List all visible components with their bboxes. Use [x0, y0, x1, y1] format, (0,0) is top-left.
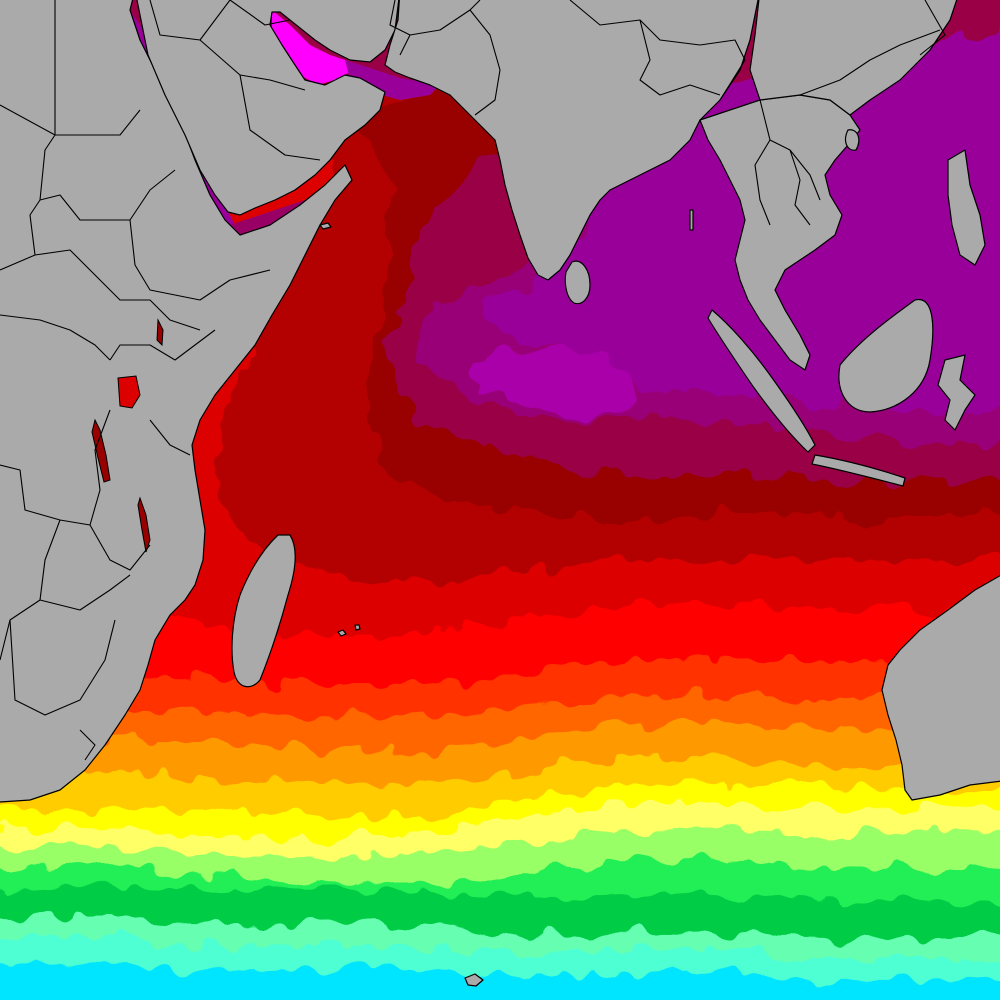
landmass-sulawesi: [937, 354, 976, 431]
border-line: [79, 729, 96, 761]
border-line: [0, 409, 111, 526]
island-reunion: [337, 629, 347, 637]
border-line: [389, 0, 411, 56]
landmass-sumatra: [707, 309, 816, 453]
landmass-east-asia: [749, 0, 958, 116]
landmass-sri-lanka: [564, 260, 591, 305]
landmass-australia: [881, 575, 1000, 801]
landmass-south-asia: [384, 0, 759, 281]
border-line: [149, 0, 231, 41]
border-line: [109, 329, 216, 361]
landmass-kerguelen: [464, 973, 484, 987]
island-socotra: [319, 222, 332, 230]
sst-band-purple: [482, 28, 1000, 415]
landmass-java: [811, 454, 906, 487]
island-andaman: [689, 209, 694, 231]
sst-band-light-purple: [468, 349, 642, 417]
border-line: [149, 419, 191, 456]
border-line: [55, 109, 141, 136]
border-line: [34, 249, 201, 331]
border-line: [0, 134, 56, 271]
border-line: [639, 19, 721, 96]
landmass-hainan: [844, 129, 860, 151]
border-line: [9, 619, 116, 716]
landmass-southeast-asia: [699, 94, 861, 371]
border-line: [39, 169, 176, 221]
border-line: [469, 9, 501, 116]
border-line: [199, 39, 306, 91]
border-line: [789, 149, 811, 226]
sst-band-magenta: [272, 10, 350, 85]
border-line: [129, 219, 271, 301]
landmass-arabia: [136, 0, 400, 216]
lake-turkana: [156, 318, 164, 347]
landmass-philippines: [947, 149, 986, 266]
border-line: [919, 0, 946, 56]
lake-malawi: [137, 496, 151, 553]
lake-victoria: [117, 375, 141, 409]
borders-layer: [0, 0, 946, 761]
border-line: [799, 29, 941, 96]
border-line: [754, 139, 771, 226]
border-line: [0, 314, 111, 361]
border-line: [409, 0, 481, 36]
landmass-madagascar: [231, 534, 296, 688]
island-mauritius: [354, 624, 361, 631]
landmass-borneo: [838, 299, 934, 413]
border-line: [89, 524, 151, 571]
border-line: [229, 0, 291, 26]
border-line: [39, 574, 131, 611]
sst-band-maroon: [340, 92, 483, 210]
border-line: [699, 39, 746, 101]
lakes-layer: [91, 318, 164, 553]
landmass-africa: [0, 0, 353, 803]
border-line: [239, 74, 321, 161]
